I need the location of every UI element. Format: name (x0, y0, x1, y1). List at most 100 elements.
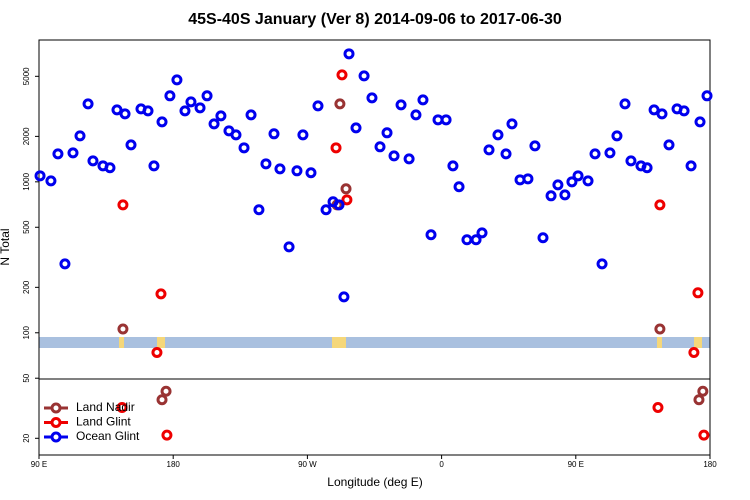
point (572, 170, 584, 182)
point (155, 288, 167, 300)
point (230, 129, 242, 141)
point (238, 142, 250, 154)
point (604, 147, 616, 159)
x-tick-label: 180 (167, 460, 181, 469)
point (312, 100, 324, 112)
point (161, 429, 173, 441)
point (215, 110, 227, 122)
point (156, 394, 168, 406)
point (537, 232, 549, 244)
point (82, 98, 94, 110)
point (552, 179, 564, 191)
point (692, 287, 704, 299)
point (59, 258, 71, 270)
point (253, 204, 265, 216)
land-markers (119, 337, 702, 348)
point (283, 241, 295, 253)
point (582, 175, 594, 187)
land-marker (157, 337, 165, 348)
point (340, 183, 352, 195)
point (305, 167, 317, 179)
point (142, 105, 154, 117)
point (388, 150, 400, 162)
point (45, 175, 57, 187)
point (425, 229, 437, 241)
point (529, 140, 541, 152)
point (492, 129, 504, 141)
point (34, 170, 46, 182)
point (148, 160, 160, 172)
point (506, 118, 518, 130)
land-marker (332, 337, 346, 348)
point (117, 199, 129, 211)
point (566, 176, 578, 188)
x-axis-label: Longitude (deg E) (327, 475, 422, 489)
point (245, 109, 257, 121)
chart-title: 45S-40S January (Ver 8) 2014-09-06 to 20… (188, 11, 562, 28)
legend-marker (50, 431, 62, 443)
point (440, 114, 452, 126)
point (156, 116, 168, 128)
point (545, 190, 557, 202)
point (688, 347, 700, 359)
point (619, 98, 631, 110)
point (274, 163, 286, 175)
point (160, 385, 172, 397)
legend-label: Land Nadir (76, 400, 135, 414)
point (291, 165, 303, 177)
point (453, 181, 465, 193)
point (678, 105, 690, 117)
x-tick-label: 90 W (298, 460, 317, 469)
land-marker (119, 337, 124, 348)
point (559, 189, 571, 201)
point (589, 148, 601, 160)
point (403, 153, 415, 165)
y-tick-label: 200 (22, 280, 31, 294)
y-tick-label: 100 (22, 326, 31, 340)
point (652, 401, 664, 413)
point (410, 109, 422, 121)
point (268, 128, 280, 140)
point (470, 234, 482, 246)
point (330, 142, 342, 154)
x-tick-label: 90 E (568, 460, 584, 469)
point (208, 118, 220, 130)
x-tick-label: 90 E (31, 460, 47, 469)
y-tick-label: 1000 (22, 172, 31, 190)
point (116, 401, 128, 413)
point (447, 160, 459, 172)
point (611, 130, 623, 142)
point (171, 74, 183, 86)
land-marker (694, 337, 702, 348)
point (185, 96, 197, 108)
point (625, 155, 637, 167)
legend-marker (50, 417, 62, 428)
point (641, 162, 653, 174)
point (334, 98, 346, 110)
legend-label: Land Glint (76, 415, 131, 429)
point (119, 108, 131, 120)
point (654, 199, 666, 211)
point (194, 102, 206, 114)
land-marker (657, 337, 662, 348)
y-tick-label: 50 (22, 373, 31, 382)
point (201, 90, 213, 102)
point (67, 147, 79, 159)
y-tick-label: 5000 (22, 67, 31, 85)
point (685, 160, 697, 172)
y-axis-label: N Total (0, 228, 12, 265)
point (648, 104, 660, 116)
point (698, 429, 710, 441)
point (395, 99, 407, 111)
point (417, 94, 429, 106)
point (656, 108, 668, 120)
point (381, 127, 393, 139)
legend-label: Ocean Glint (76, 429, 140, 443)
point (522, 173, 534, 185)
point (336, 69, 348, 81)
point (179, 105, 191, 117)
point (596, 258, 608, 270)
point (476, 227, 488, 239)
point (461, 234, 473, 246)
